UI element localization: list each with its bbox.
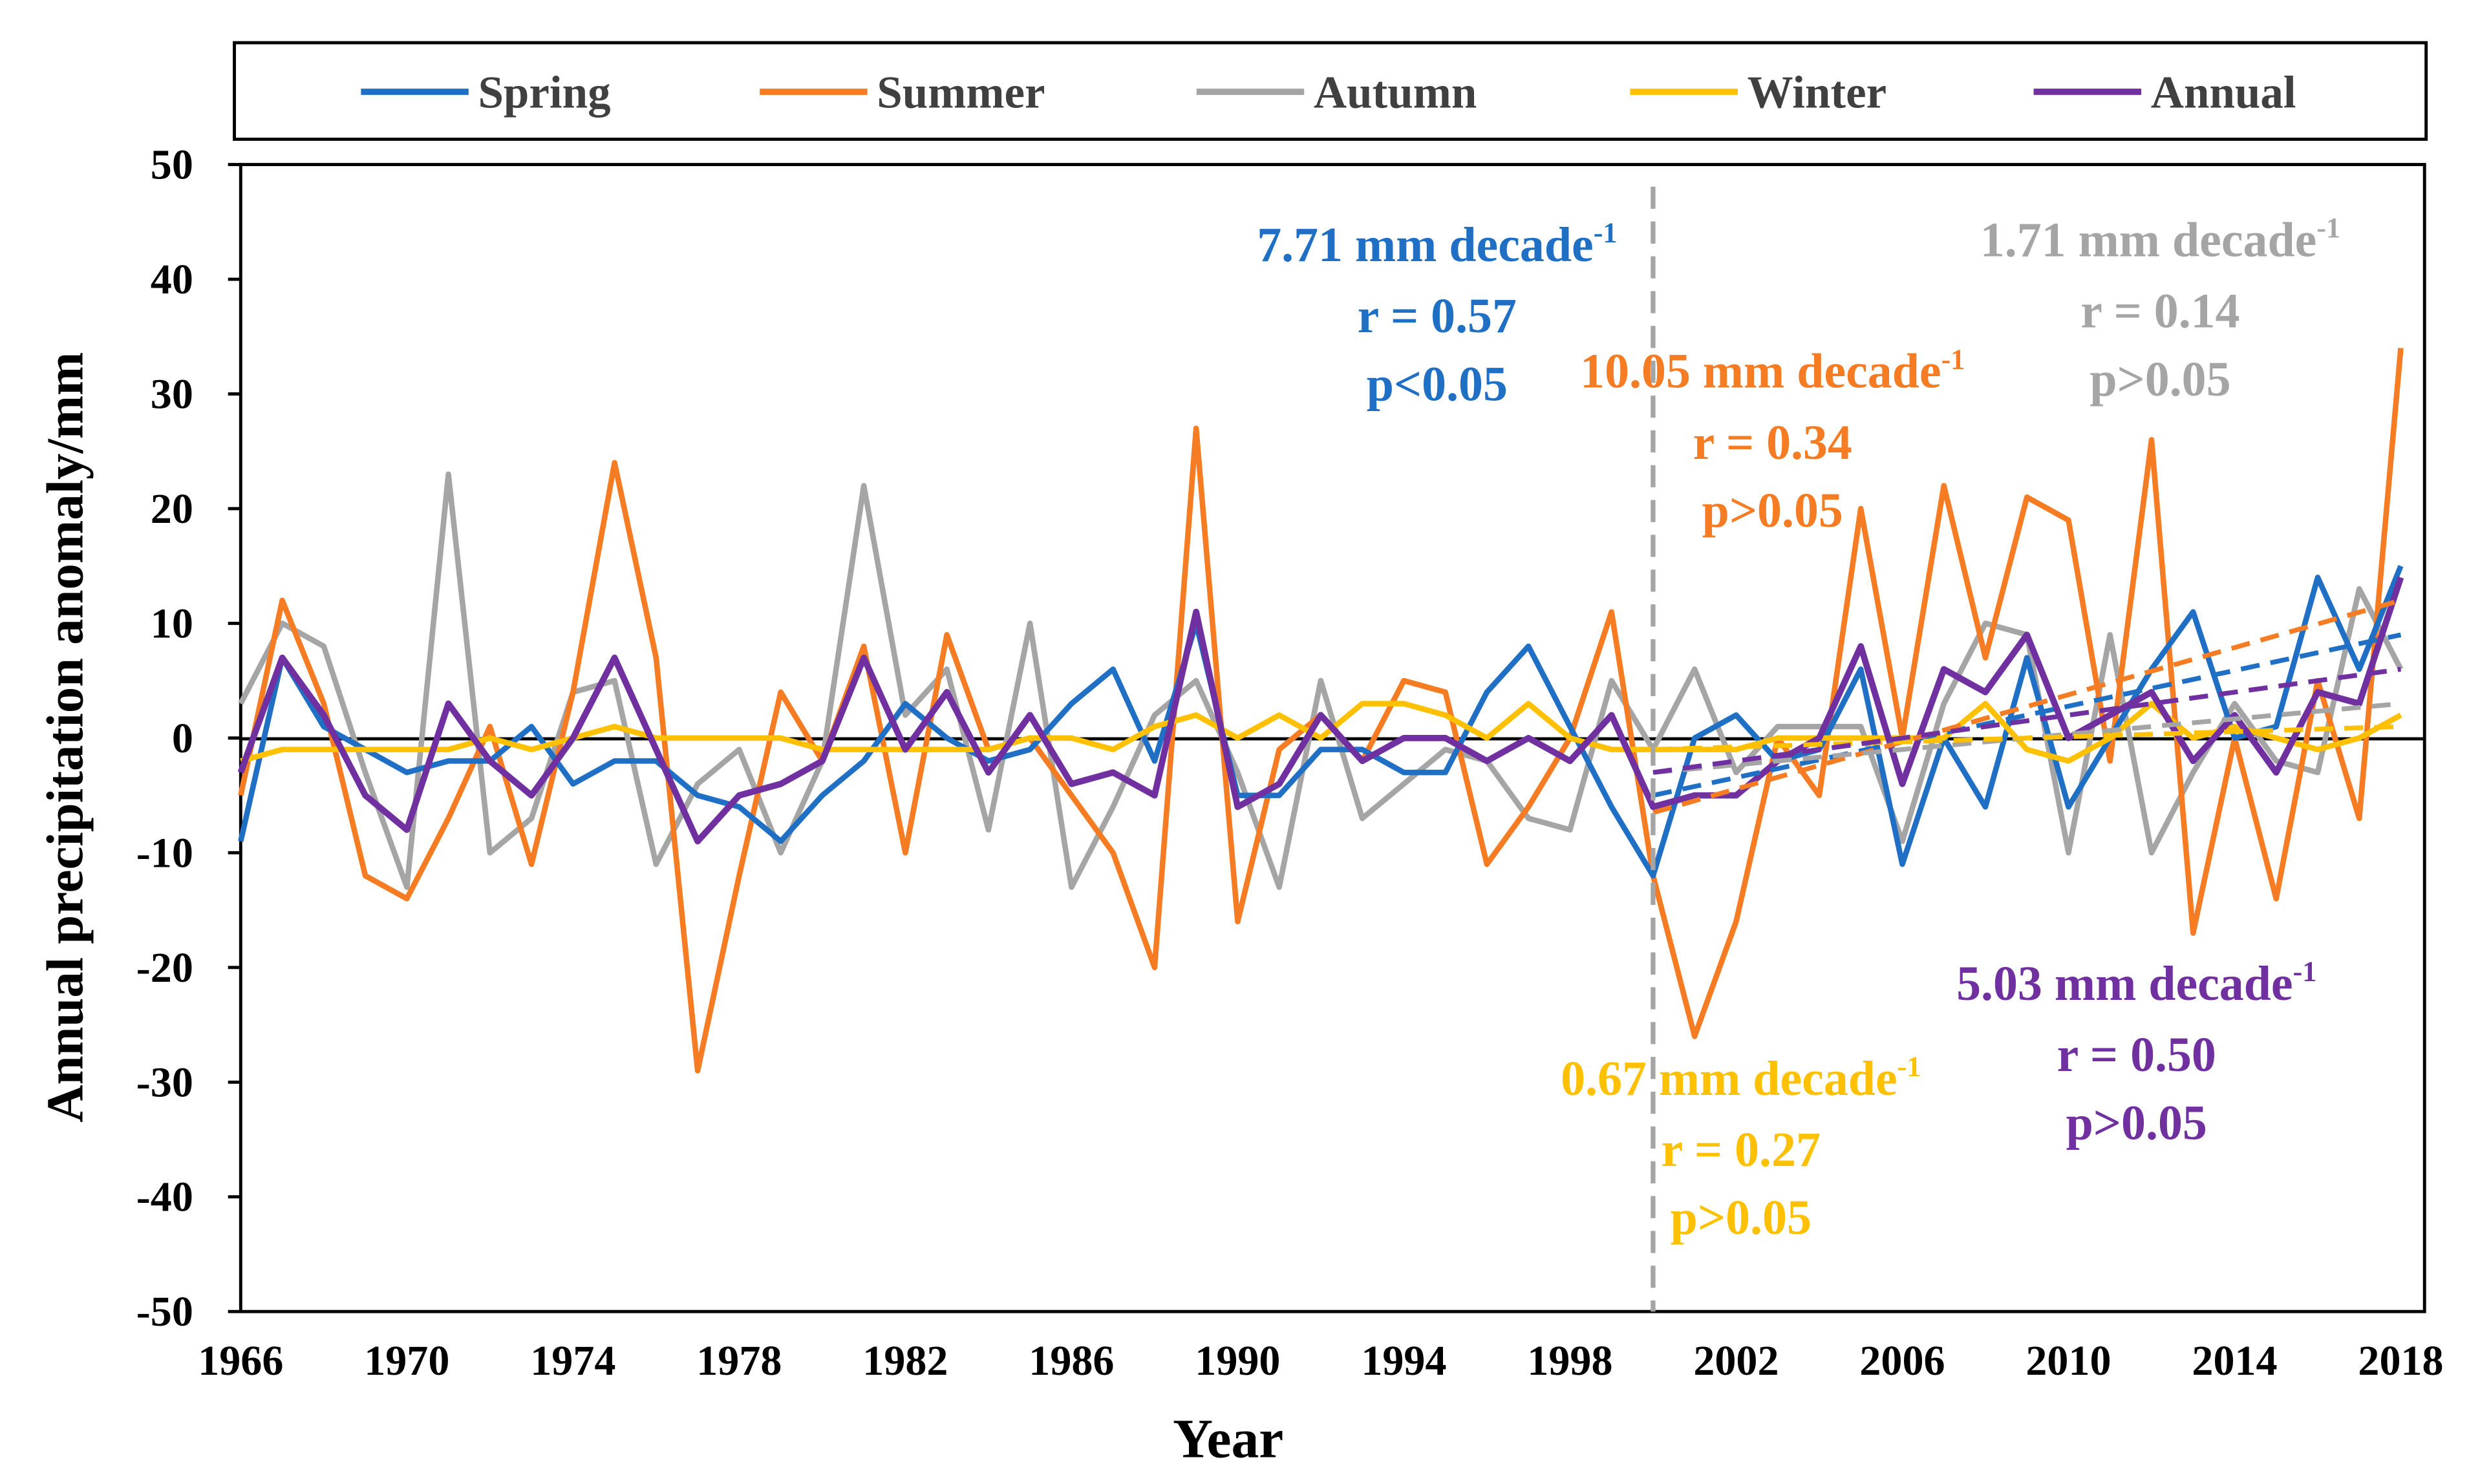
legend-label-spring: Spring	[478, 67, 610, 118]
legend-label-annual: Annual	[2151, 67, 2296, 118]
series-line-spring	[238, 565, 2404, 879]
trend-r-annual: r = 0.50	[2057, 1028, 2216, 1082]
y-tick-label: 0	[172, 715, 193, 762]
trend-p-summer: p>0.05	[1702, 483, 1843, 538]
y-tick-label: 30	[151, 371, 193, 418]
trend-rate-value: 1.71 mm decade	[1980, 213, 2317, 268]
series-line-annual	[237, 576, 2404, 845]
legend-label-summer: Summer	[877, 67, 1045, 118]
trend-rate-spring: 7.71 mm decade-1	[1257, 217, 1617, 272]
trend-p-annual: p>0.05	[2066, 1096, 2207, 1150]
x-tick-label: 1990	[1195, 1337, 1280, 1384]
trend-lines	[1652, 598, 2402, 815]
trend-line-spring	[1652, 632, 2402, 798]
series-lines	[237, 348, 2404, 1074]
x-tick-label: 2010	[2025, 1337, 2111, 1384]
y-tick-label: -30	[136, 1059, 193, 1106]
trend-p-winter: p>0.05	[1671, 1191, 1812, 1245]
x-tick-label: 1966	[198, 1337, 283, 1384]
x-tick-label: 1982	[862, 1337, 948, 1384]
trend-rate-superscript: -1	[2293, 956, 2317, 988]
y-axis: 50 40 30 20 10 0 -10 -20 -30 -40 -50	[136, 142, 241, 1335]
trend-rate-annual: 5.03 mm decade-1	[1956, 956, 2316, 1011]
x-tick-label: 1994	[1361, 1337, 1446, 1384]
x-tick-label: 1978	[696, 1337, 782, 1384]
x-tick-label: 1974	[530, 1337, 615, 1384]
legend: Spring Summer Autumn Winter Annual	[361, 67, 2296, 118]
trend-p-autumn: p>0.05	[2090, 352, 2230, 407]
x-tick-label: 2014	[2192, 1337, 2277, 1384]
x-tick-label: 2018	[2358, 1337, 2443, 1384]
trend-r-autumn: r = 0.14	[2080, 284, 2239, 339]
y-tick-label: -50	[136, 1288, 193, 1335]
y-tick-label: -40	[136, 1174, 193, 1221]
x-tick-label: 2006	[1859, 1337, 1945, 1384]
legend-label-autumn: Autumn	[1314, 67, 1477, 118]
y-tick-label: 10	[151, 600, 193, 647]
x-tick-label: 1970	[364, 1337, 449, 1384]
trend-rate-superscript: -1	[1897, 1050, 1921, 1082]
trend-line-annual	[1652, 666, 2402, 775]
legend-label-winter: Winter	[1748, 67, 1887, 118]
trend-rate-value: 5.03 mm decade	[1956, 957, 2293, 1011]
trend-rate-superscript: -1	[1594, 217, 1618, 249]
y-tick-label: 40	[151, 256, 193, 303]
x-tick-label: 1998	[1527, 1337, 1612, 1384]
trend-rate-superscript: -1	[1941, 343, 1965, 375]
series-line-winter	[240, 701, 2402, 764]
y-axis-label: Annual precipitation anomaly/mm	[37, 352, 94, 1123]
trend-rate-autumn: 1.71 mm decade-1	[1980, 212, 2340, 267]
trend-r-spring: r = 0.57	[1358, 289, 1517, 343]
y-tick-label: 50	[151, 142, 193, 189]
trend-rate-value: 0.67 mm decade	[1561, 1052, 1897, 1106]
y-tick-label: -10	[136, 829, 193, 876]
y-tick-label: -20	[136, 944, 193, 991]
trend-p-spring: p<0.05	[1367, 357, 1508, 411]
x-axis: 1966 1970 1974 1978 1982 1986 1990 1994 1998 2002…	[198, 1337, 2443, 1384]
x-tick-label: 1986	[1029, 1337, 1114, 1384]
trend-rate-winter: 0.67 mm decade-1	[1561, 1050, 1921, 1105]
trend-rate-value: 7.71 mm decade	[1257, 218, 1593, 272]
trend-rate-summer: 10.05 mm decade-1	[1580, 343, 1965, 398]
trend-line-summer	[1652, 598, 2402, 815]
x-axis-label: Year	[1173, 1408, 1283, 1469]
trend-line-winter	[1652, 724, 2401, 752]
trend-r-summer: r = 0.34	[1693, 416, 1852, 470]
trend-annotations: 7.71 mm decade-1r = 0.57p<0.05 10.05 mm d…	[1257, 212, 2340, 1245]
y-tick-label: 20	[151, 485, 193, 533]
trend-r-winter: r = 0.27	[1662, 1123, 1821, 1177]
x-tick-label: 2002	[1693, 1337, 1779, 1384]
trend-rate-value: 10.05 mm decade	[1580, 344, 1941, 399]
trend-rate-superscript: -1	[2316, 212, 2340, 244]
